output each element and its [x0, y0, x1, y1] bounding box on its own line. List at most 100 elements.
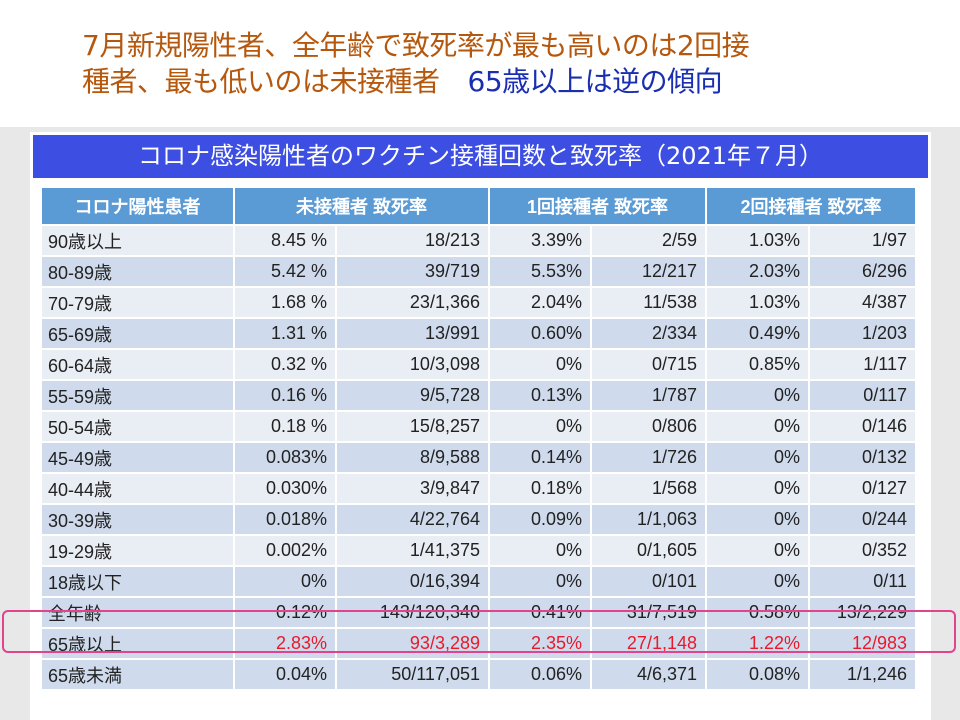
headline-line-2-text: 種者、最も低いのは未接種者: [82, 65, 440, 98]
table-cell: 3/9,847: [335, 472, 490, 505]
table-cell: 0.08%: [705, 658, 810, 691]
table-cell: 15/8,257: [335, 410, 490, 443]
headline-line-2: 種者、最も低いのは未接種者 65歳以上は逆の傾向: [82, 64, 749, 100]
headline-line-2-blue: 65歳以上は逆の傾向: [467, 65, 723, 98]
table-cell: 1.22%: [705, 627, 810, 660]
table-cell: 0%: [488, 410, 592, 443]
row-label: 40-44歳: [40, 472, 235, 505]
row-label: 30-39歳: [40, 503, 235, 536]
table-cell: 4/387: [808, 286, 917, 319]
table-cell: 0.018%: [233, 503, 337, 536]
table-cell: 0.13%: [488, 379, 592, 412]
table-cell: 39/719: [335, 255, 490, 288]
header-two-doses: 2回接種者 致死率: [705, 186, 917, 226]
table-cell: 1.31 %: [233, 317, 337, 350]
table-row: 65歳以上 2.83% 93/3,289 2.35% 27/1,148 1.22% 12/9…: [40, 627, 917, 660]
table-cell: 0/244: [808, 503, 917, 536]
table-cell: 93/3,289: [335, 627, 490, 660]
table-cell: 0.083%: [233, 441, 337, 474]
table-cell: 0.85%: [705, 348, 810, 381]
table-row: 30-39歳 0.018% 4/22,764 0.09% 1/1,063 0% 0/244: [40, 503, 917, 536]
table-row: 55-59歳 0.16 % 9/5,728 0.13% 1/787 0% 0/117: [40, 379, 917, 412]
table-cell: 1/726: [590, 441, 707, 474]
table-cell: 0%: [705, 379, 810, 412]
row-label: 18歳以下: [40, 565, 235, 598]
table-cell: 0.32 %: [233, 348, 337, 381]
row-label: 65歳以上: [40, 627, 235, 660]
table-cell: 0%: [705, 472, 810, 505]
headline: 7月新規陽性者、全年齢で致死率が最も高いのは2回接 種者、最も低いのは未接種者 6…: [82, 28, 750, 100]
table-cell: 0%: [705, 565, 810, 598]
table-cell: 1/41,375: [335, 534, 490, 567]
table-cell: 2.03%: [705, 255, 810, 288]
table-row: 65歳未満 0.04% 50/117,051 0.06% 4/6,371 0.08% 1/1…: [40, 658, 917, 691]
row-label: 70-79歳: [40, 286, 235, 319]
table-cell: 0.04%: [233, 658, 337, 691]
table-row: 60-64歳 0.32 % 10/3,098 0% 0/715 0.85% 1/117: [40, 348, 917, 381]
table-cell: 12/983: [808, 627, 917, 660]
table-row: 65-69歳 1.31 % 13/991 0.60% 2/334 0.49% 1/203: [40, 317, 917, 350]
header-patients: コロナ陽性患者: [40, 186, 235, 226]
table-cell: 1/1,246: [808, 658, 917, 691]
table-cell: 0%: [705, 534, 810, 567]
table-cell: 2/59: [590, 224, 707, 257]
table-cell: 0/715: [590, 348, 707, 381]
table-cell: 0.60%: [488, 317, 592, 350]
table-row: 18歳以下 0% 0/16,394 0% 0/101 0% 0/11: [40, 565, 917, 598]
table-cell: 1.03%: [705, 224, 810, 257]
table-row: 50-54歳 0.18 % 15/8,257 0% 0/806 0% 0/146: [40, 410, 917, 443]
table-cell: 10/3,098: [335, 348, 490, 381]
table-cell: 1/117: [808, 348, 917, 381]
table-cell: 18/213: [335, 224, 490, 257]
table-cell: 11/538: [590, 286, 707, 319]
header-unvaccinated: 未接種者 致死率: [233, 186, 490, 226]
row-label: 45-49歳: [40, 441, 235, 474]
table-cell: 0/1,605: [590, 534, 707, 567]
table-cell: 8.45 %: [233, 224, 337, 257]
table-cell: 2.04%: [488, 286, 592, 319]
table-cell: 4/6,371: [590, 658, 707, 691]
row-label: 50-54歳: [40, 410, 235, 443]
table-cell: 0.030%: [233, 472, 337, 505]
table-cell: 0/11: [808, 565, 917, 598]
row-label: 全年齢: [40, 596, 235, 629]
table-cell: 0/146: [808, 410, 917, 443]
table-row: 80-89歳 5.42 % 39/719 5.53% 12/217 2.03% 6/296: [40, 255, 917, 288]
table-cell: 0/101: [590, 565, 707, 598]
table-cell: 0.41%: [488, 596, 592, 629]
table-cell: 0/132: [808, 441, 917, 474]
table-cell: 1.03%: [705, 286, 810, 319]
row-label: 90歳以上: [40, 224, 235, 257]
table-cell: 4/22,764: [335, 503, 490, 536]
table-cell: 143/120,340: [335, 596, 490, 629]
table-title: コロナ感染陽性者のワクチン接種回数と致死率（2021年７月）: [33, 135, 928, 178]
table-cell: 0/352: [808, 534, 917, 567]
table-cell: 0/16,394: [335, 565, 490, 598]
header-row: コロナ陽性患者 未接種者 致死率 1回接種者 致死率 2回接種者 致死率: [40, 186, 917, 226]
table-row: 70-79歳 1.68 % 23/1,366 2.04% 11/538 1.03% 4/38…: [40, 286, 917, 319]
table-cell: 1/1,063: [590, 503, 707, 536]
table-row: 45-49歳 0.083% 8/9,588 0.14% 1/726 0% 0/132: [40, 441, 917, 474]
table-cell: 13/991: [335, 317, 490, 350]
table-cell: 0.002%: [233, 534, 337, 567]
table-cell: 5.53%: [488, 255, 592, 288]
table-row: 40-44歳 0.030% 3/9,847 0.18% 1/568 0% 0/127: [40, 472, 917, 505]
table-cell: 9/5,728: [335, 379, 490, 412]
header-one-dose: 1回接種者 致死率: [488, 186, 707, 226]
table-cell: 0/127: [808, 472, 917, 505]
table-cell: 0%: [705, 441, 810, 474]
table-cell: 0.16 %: [233, 379, 337, 412]
headline-line-1: 7月新規陽性者、全年齢で致死率が最も高いのは2回接: [82, 29, 750, 62]
table-cell: 50/117,051: [335, 658, 490, 691]
table-cell: 1/97: [808, 224, 917, 257]
table-row: 19-29歳 0.002% 1/41,375 0% 0/1,605 0% 0/352: [40, 534, 917, 567]
table-row: 90歳以上 8.45 % 18/213 3.39% 2/59 1.03% 1/97: [40, 224, 917, 257]
table-cell: 0.09%: [488, 503, 592, 536]
row-label: 55-59歳: [40, 379, 235, 412]
table-cell: 0%: [705, 503, 810, 536]
row-label: 65-69歳: [40, 317, 235, 350]
table-cell: 1/203: [808, 317, 917, 350]
table-cell: 2.35%: [488, 627, 592, 660]
table-cell: 13/2,229: [808, 596, 917, 629]
table-cell: 0.18 %: [233, 410, 337, 443]
